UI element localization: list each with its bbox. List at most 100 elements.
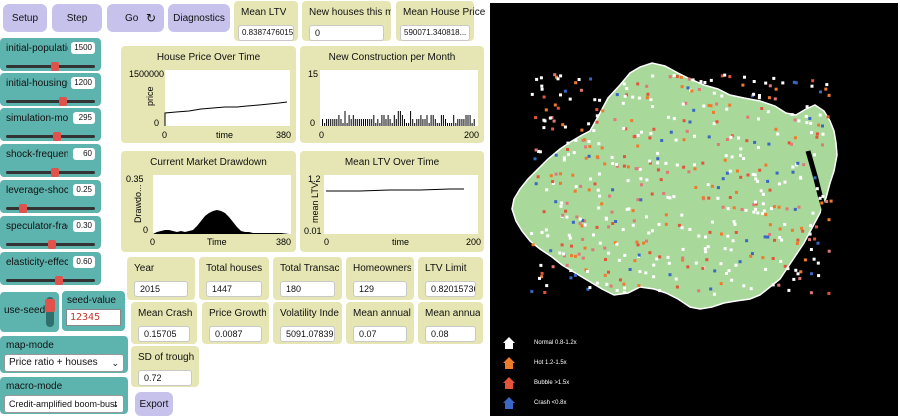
slider-value[interactable]: 0.60 [73,256,95,268]
house-marker [603,273,607,277]
house-marker [798,175,802,179]
house-marker [790,228,794,232]
house-marker [739,175,743,179]
slider-elasticity-effect-on[interactable]: elasticity-effect-on... 0.60 [0,252,101,285]
house-marker [728,169,732,173]
construction-bar [371,119,373,126]
house-marker [598,194,602,198]
slider-value[interactable]: 0.25 [73,184,95,196]
house-marker [758,94,761,97]
use-seed-switch[interactable]: use-seed? [0,292,59,332]
world-view[interactable]: Normal 0.8-1.2x Hot 1.2-1.5x Bubble >1.5x C… [490,3,898,416]
construction-bar [363,119,364,126]
slider-initial-housing[interactable]: initial-housing-...1200 [0,73,101,106]
slider-simulation-months[interactable]: simulation-months 295 [0,108,101,141]
house-marker [720,74,724,78]
slider-thumb[interactable] [50,168,59,177]
house-marker [721,177,725,181]
construction-bar [354,119,356,126]
house-marker [652,263,656,267]
house-marker [729,135,733,139]
slider-track[interactable] [6,132,95,141]
house-marker [656,161,660,165]
house-marker [672,73,676,77]
slider-value[interactable]: 1200 [71,77,95,89]
house-marker [564,209,568,213]
slider-thumb[interactable] [50,62,59,71]
slider-leverage-shock[interactable]: leverage-shock-... 0.25 [0,180,101,213]
go-button[interactable]: Go ↻ [107,4,164,32]
house-marker [581,219,585,222]
monitor: Mean annual ... 0.07 [346,302,414,344]
slider-value[interactable]: 1500 [71,42,95,54]
slider-initial-population[interactable]: initial-population1500 [0,38,101,71]
construction-bar [467,115,469,126]
monitor-value: 0.15705 [138,326,190,342]
slider-value[interactable]: 295 [73,112,95,124]
step-button[interactable]: Step [52,4,102,32]
slider-shock-frequency[interactable]: shock-frequency 60 [0,144,101,177]
house-marker [567,233,571,237]
house-marker [773,238,776,242]
house-marker [794,81,798,85]
slider-thumb[interactable] [59,97,68,106]
slider-track[interactable] [6,97,95,106]
slider-thumb[interactable] [18,204,27,213]
legend-item: Crash <0.8x [502,393,577,413]
house-marker [742,284,746,288]
house-marker [623,155,626,159]
house-marker [767,96,771,100]
house-marker [724,154,728,158]
slider-track[interactable] [6,204,95,213]
chooser-select[interactable]: Credit-amplified boom-bust ⌄ [4,395,124,413]
slider-speculator-fraction[interactable]: speculator-fraction 0.30 [0,216,101,249]
diagnostics-button[interactable]: Diagnostics [168,4,230,32]
slider-track[interactable] [6,168,95,177]
slider-thumb[interactable] [48,240,57,249]
house-marker [686,86,690,90]
house-marker [655,257,659,261]
monitor-label: LTV Limit [425,263,467,274]
house-marker [570,244,573,248]
construction-bar [399,111,401,126]
house-marker [793,118,797,122]
export-button[interactable]: Export [135,392,173,416]
map-mode-chooser[interactable]: map-mode Price ratio + houses ⌄ [0,336,128,373]
slider-value[interactable]: 0.30 [73,220,95,232]
house-marker [636,82,640,86]
house-marker [770,207,773,211]
slider-value[interactable]: 60 [73,148,95,160]
house-marker [595,114,599,118]
house-marker [827,218,831,222]
setup-button[interactable]: Setup [3,4,47,32]
house-marker [584,156,588,160]
house-marker [727,269,731,273]
house-marker [716,143,720,146]
seed-value-input[interactable]: 12345 [66,309,121,326]
macro-mode-chooser[interactable]: macro-mode Credit-amplified boom-bust ⌄ [0,377,128,414]
house-marker [638,167,642,171]
house-marker [605,282,609,286]
slider-thumb[interactable] [52,132,61,141]
house-marker [651,105,654,109]
construction-bar [373,115,375,126]
house-marker [658,255,662,259]
slider-thumb[interactable] [54,276,63,285]
house-marker [542,126,546,130]
house-marker [534,116,538,120]
construction-bar [453,115,455,126]
house-marker [615,162,619,166]
house-marker [601,109,605,113]
construction-bar [401,115,403,126]
construction-bar [367,119,369,126]
house-marker [550,116,554,120]
house-marker [824,87,828,91]
chooser-select[interactable]: Price ratio + houses ⌄ [4,354,124,372]
house-marker [793,136,797,140]
river [805,150,827,240]
slider-track[interactable] [6,276,95,285]
slider-track[interactable] [6,240,95,249]
house-marker [691,78,695,82]
monitor-label: Total Transacti... [280,263,339,274]
slider-track[interactable] [6,62,95,71]
